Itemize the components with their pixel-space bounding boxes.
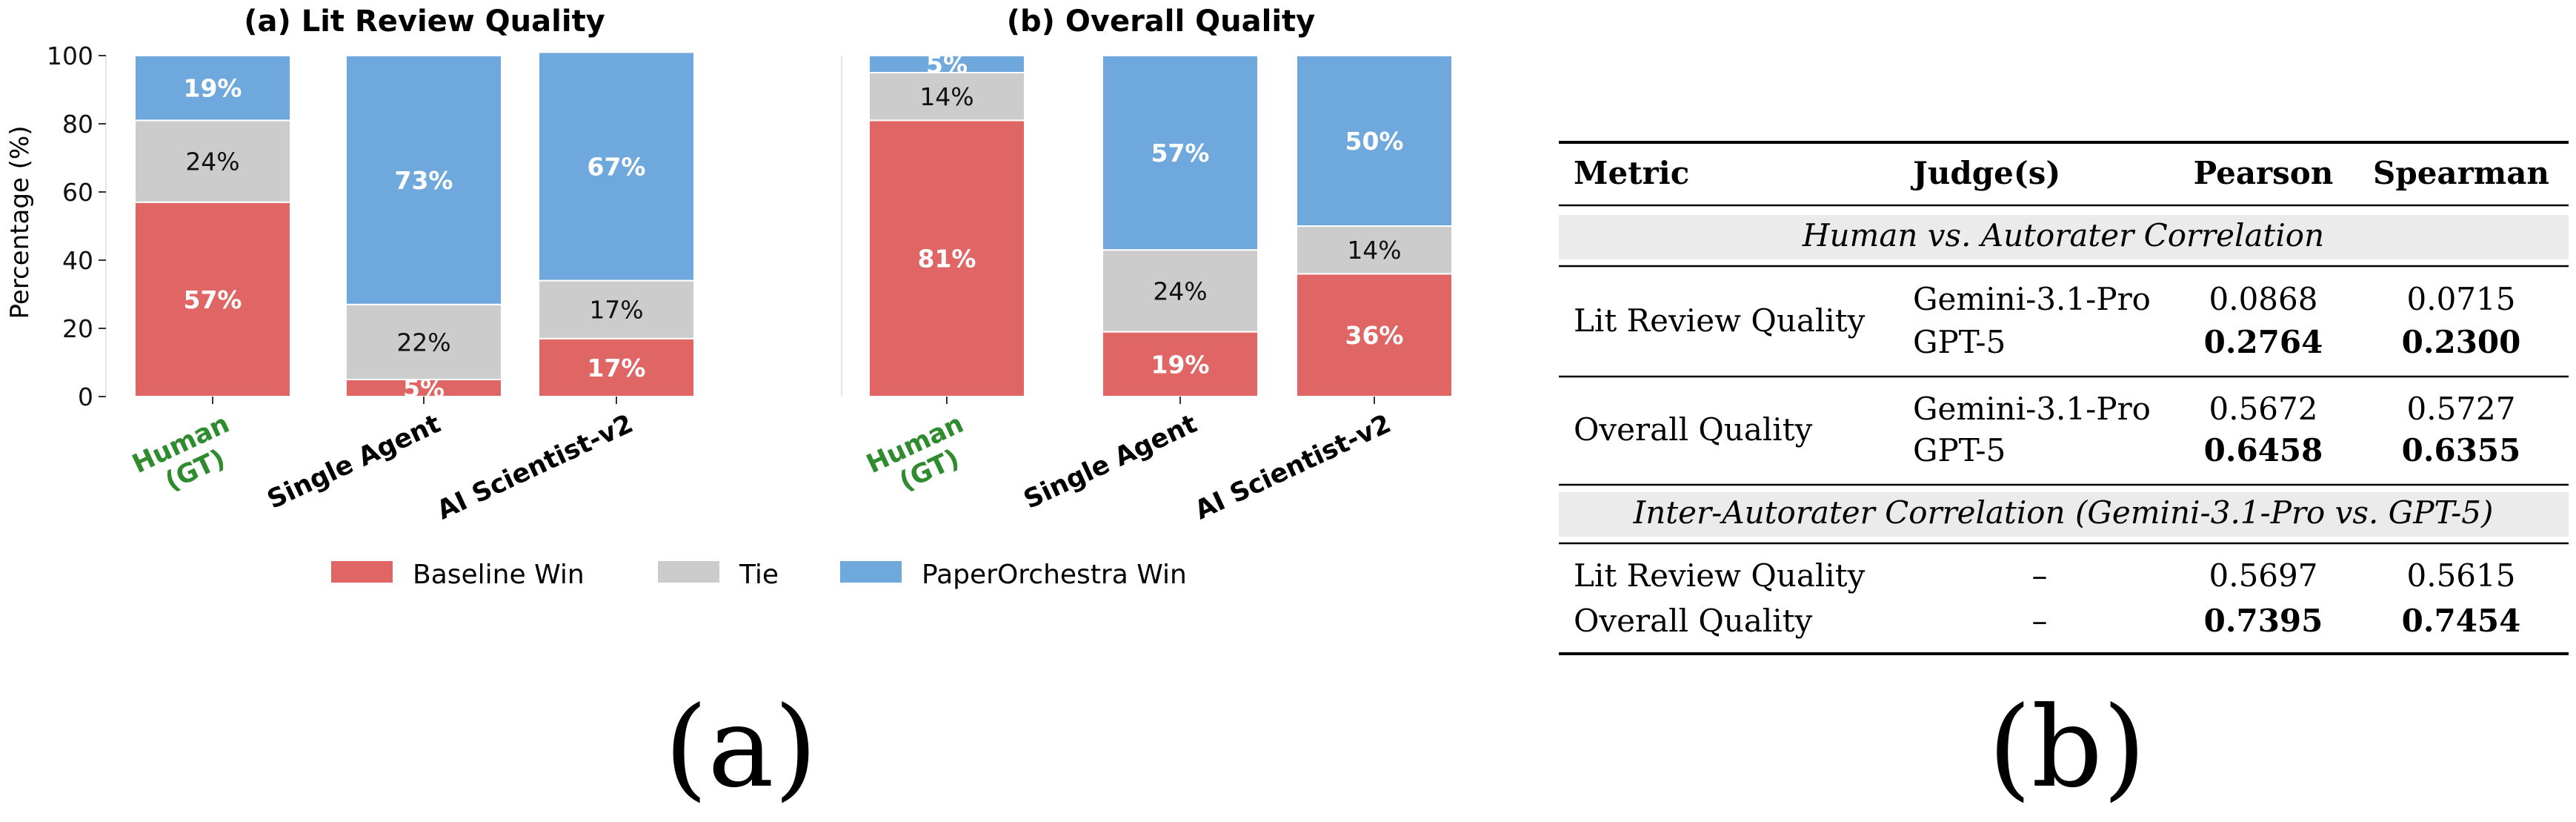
y-tick-label: 60 <box>62 178 93 207</box>
overall-quality-chart: (b) Overall Quality 81% 14% 5% 19% 24% 57% 36%… <box>841 4 1453 526</box>
pearson-cell: 0.5697 <box>2209 557 2318 594</box>
bar-segment-tie <box>538 279 695 339</box>
bar-segment-tie <box>1296 225 1453 275</box>
col-header-judge: Judge(s) <box>1910 155 2060 191</box>
pearson-cell-best: 0.6458 <box>2204 432 2323 468</box>
data-label: 67% <box>588 153 646 182</box>
data-label: 22% <box>396 328 450 357</box>
bar-segment-paperorchestra <box>868 55 1025 73</box>
section-header-bg <box>1559 215 2569 259</box>
bar-segment-paperorchestra <box>1296 55 1453 227</box>
data-label: 14% <box>1347 236 1401 265</box>
category-label: AI Scientist-v2 <box>1191 409 1396 526</box>
legend-swatch-baseline <box>331 561 393 583</box>
spearman-cell-best: 0.7454 <box>2402 603 2521 639</box>
data-label: 24% <box>1153 276 1207 305</box>
bar-segment-tie <box>134 119 291 203</box>
spearman-cell: 0.5615 <box>2407 557 2516 594</box>
caption-b: (b) <box>1988 683 2146 812</box>
lit-review-chart: (a) Lit Review Quality Percentage (%) 0 2… <box>5 4 695 526</box>
legend-label-tie: Tie <box>739 560 779 590</box>
data-label: 19% <box>184 74 242 103</box>
data-label: 36% <box>1345 321 1404 350</box>
col-header-spearman: Spearman <box>2373 155 2549 191</box>
category-label: Single Agent <box>263 409 445 515</box>
legend-swatch-tie <box>658 561 719 583</box>
metric-lit-review: Lit Review Quality <box>1574 302 1866 339</box>
col-header-pearson: Pearson <box>2194 155 2334 191</box>
judge-cell: GPT-5 <box>1913 432 2006 468</box>
y-tick-label: 100 <box>47 42 93 70</box>
y-tick-label: 40 <box>62 246 93 275</box>
data-label: 57% <box>1151 139 1210 168</box>
category-label: AI Scientist-v2 <box>433 409 638 526</box>
pearson-cell: 0.0868 <box>2209 281 2318 317</box>
bar-segment-paperorchestra <box>134 55 291 122</box>
chart-b-title: (b) Overall Quality <box>1007 4 1315 39</box>
data-label: 17% <box>588 354 646 382</box>
data-label: 19% <box>1151 350 1210 379</box>
metric-lit-review: Lit Review Quality <box>1574 557 1866 594</box>
data-label: 14% <box>919 82 974 111</box>
bar-segment-baseline <box>1102 331 1259 398</box>
data-label: 50% <box>1345 127 1404 156</box>
spearman-cell-best: 0.2300 <box>2402 324 2521 360</box>
caption-a: (a) <box>665 683 817 812</box>
data-label: 81% <box>918 245 976 274</box>
bar-segment-paperorchestra <box>538 51 695 282</box>
category-label: Single Agent <box>1019 409 1202 515</box>
spearman-cell-best: 0.6355 <box>2402 432 2521 468</box>
bar-segment-tie <box>868 72 1025 122</box>
judge-cell: GPT-5 <box>1913 324 2006 360</box>
data-label: 24% <box>185 148 239 176</box>
judge-cell: Gemini-3.1-Pro <box>1913 281 2151 317</box>
y-tick-label: 0 <box>78 382 93 411</box>
pearson-cell: 0.5672 <box>2209 391 2318 427</box>
judge-cell: – <box>2032 557 2048 594</box>
category-label: Human(GT) <box>128 409 247 506</box>
spearman-cell: 0.5727 <box>2407 391 2516 427</box>
data-label: 57% <box>184 285 242 314</box>
metric-overall: Overall Quality <box>1574 411 1813 448</box>
judge-cell: Gemini-3.1-Pro <box>1913 391 2151 427</box>
section-header-bg <box>1559 492 2569 537</box>
bar-segment-baseline <box>1296 273 1453 397</box>
judge-cell: – <box>2032 603 2048 639</box>
chart-a-ylabel: Percentage (%) <box>5 126 35 319</box>
correlation-table: Metric Judge(s) Pearson Spearman Human v… <box>1559 141 2569 655</box>
legend-swatch-paperorchestra <box>840 561 902 583</box>
bar-segment-baseline <box>868 119 1025 397</box>
chart-legend: Baseline Win Tie PaperOrchestra Win <box>331 560 1187 590</box>
pearson-cell-best: 0.7395 <box>2204 603 2323 639</box>
data-label: 5% <box>926 50 968 79</box>
metric-overall: Overall Quality <box>1574 603 1813 639</box>
col-header-metric: Metric <box>1574 155 1689 191</box>
pearson-cell-best: 0.2764 <box>2204 324 2323 360</box>
legend-label-baseline: Baseline Win <box>413 560 585 590</box>
bar-segment-paperorchestra <box>345 55 502 305</box>
chart-a-title: (a) Lit Review Quality <box>244 4 605 39</box>
data-label: 73% <box>395 166 453 195</box>
bar-segment-tie <box>1102 249 1259 333</box>
y-tick-label: 80 <box>62 110 93 139</box>
section-header-inter-autorater: Inter-Autorater Correlation (Gemini-3.1-… <box>1633 494 2494 531</box>
y-tick-label: 20 <box>62 314 93 343</box>
spearman-cell: 0.0715 <box>2407 281 2516 317</box>
section-header-human-vs-autorater: Human vs. Autorater Correlation <box>1802 217 2324 253</box>
bar-segment-paperorchestra <box>1102 55 1259 251</box>
legend-label-paperorchestra: PaperOrchestra Win <box>922 560 1187 590</box>
category-label: Human(GT) <box>862 409 981 506</box>
data-label: 17% <box>589 296 643 325</box>
bar-segment-tie <box>345 303 502 380</box>
